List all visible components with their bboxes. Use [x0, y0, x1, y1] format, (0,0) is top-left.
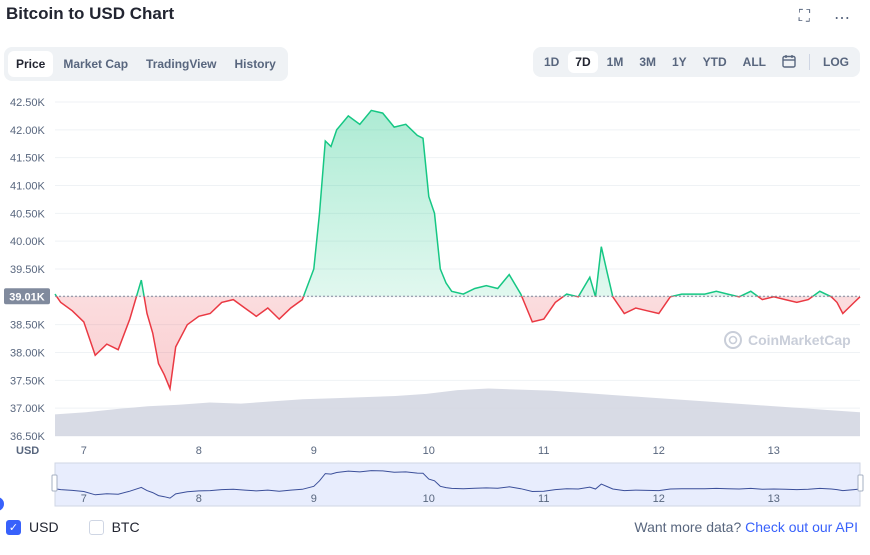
legend-btc-label: BTC — [111, 519, 140, 535]
grid-lines — [55, 101, 860, 437]
y-tick-label: 40.50K — [10, 208, 46, 220]
y-tick-label: 38.00K — [10, 348, 46, 360]
currency-label: USD — [16, 445, 39, 457]
navigator-tick-label: 8 — [196, 493, 202, 505]
log-toggle[interactable]: LOG — [823, 55, 849, 69]
range-1y[interactable]: 1Y — [671, 55, 687, 69]
navigator-tick-label: 10 — [423, 493, 435, 505]
navigator-tick-label: 12 — [653, 493, 665, 505]
range-7d[interactable]: 7D — [568, 51, 598, 73]
y-tick-label: 37.00K — [10, 403, 46, 415]
price-line — [54, 109, 861, 392]
x-axis-ticks: 7 8 9 10 11 12 13 — [81, 445, 780, 457]
navigator-tick-label: 7 — [81, 493, 87, 505]
range-1m[interactable]: 1M — [606, 55, 624, 69]
tab-history[interactable]: History — [234, 57, 276, 71]
calendar-icon[interactable] — [775, 50, 803, 75]
api-link[interactable]: Check out our API — [745, 519, 858, 535]
x-tick-label: 11 — [538, 445, 549, 457]
y-tick-label: 40.00K — [10, 236, 46, 248]
navigator-tick-label: 11 — [538, 493, 549, 505]
navigator-handle[interactable] — [0, 497, 4, 511]
x-tick-label: 7 — [81, 445, 87, 457]
baseline: 39.01K — [4, 288, 860, 305]
range-divider — [809, 54, 810, 70]
y-tick-label: 38.50K — [10, 320, 46, 332]
price-chart[interactable]: 36.50K37.00K37.50K38.00K38.50K39.00K39.5… — [0, 90, 870, 515]
y-tick-label: 36.50K — [10, 431, 46, 443]
navigator-handle-right — [857, 474, 864, 492]
line-up-segment — [54, 109, 860, 297]
y-tick-label: 41.00K — [10, 181, 46, 193]
tab-price[interactable]: Price — [8, 51, 54, 77]
more-data: Want more data? Check out our API — [634, 519, 858, 535]
navigator[interactable]: 7 8 9 10 11 12 13 — [51, 462, 864, 507]
x-tick-label: 10 — [423, 445, 435, 457]
navigator-handle-left — [51, 474, 58, 492]
y-tick-label: 39.50K — [10, 264, 46, 276]
x-tick-label: 9 — [311, 445, 317, 457]
x-tick-label: 12 — [653, 445, 665, 457]
range-selector: 1D 7D 1M 3M 1Y YTD ALL LOG — [532, 47, 860, 77]
watermark-text: CoinMarketCap — [748, 332, 851, 348]
line-down-segment — [55, 296, 861, 392]
navigator-tick-label: 13 — [768, 493, 780, 505]
header-actions: ⛶ ⋯ — [799, 8, 850, 28]
chart-tabs: Price Market Cap TradingView History — [4, 47, 288, 81]
navigator-bg — [54, 462, 861, 507]
usd-checkbox[interactable]: ✓ — [6, 519, 21, 535]
range-3m[interactable]: 3M — [639, 55, 656, 69]
navigator-tick-label: 9 — [311, 493, 317, 505]
more-options-icon[interactable]: ⋯ — [834, 10, 850, 27]
baseline-label: 39.01K — [9, 291, 45, 303]
range-all[interactable]: ALL — [742, 55, 766, 69]
y-tick-label: 42.00K — [10, 125, 46, 137]
x-tick-label: 8 — [196, 445, 202, 457]
range-ytd[interactable]: YTD — [702, 55, 727, 69]
baseline-tag — [4, 288, 50, 305]
navigator-line — [54, 470, 861, 499]
fullscreen-icon[interactable]: ⛶ — [798, 8, 810, 25]
legend-usd-label: USD — [29, 519, 59, 535]
y-tick-label: 37.50K — [10, 375, 46, 387]
watermark: CoinMarketCap — [724, 331, 851, 349]
volume-shape — [55, 388, 860, 436]
y-tick-label: 41.50K — [10, 153, 46, 165]
y-tick-label: 42.50K — [10, 97, 46, 109]
more-data-text: Want more data? — [634, 519, 742, 535]
tab-market-cap[interactable]: Market Cap — [63, 57, 129, 71]
btc-checkbox[interactable] — [88, 519, 104, 535]
range-1d[interactable]: 1D — [543, 55, 560, 69]
legend: ✓ USD BTC — [6, 519, 162, 535]
page-title: Bitcoin to USD Chart — [6, 4, 175, 23]
volume-area — [55, 388, 860, 436]
tab-tradingview[interactable]: TradingView — [146, 57, 217, 71]
y-axis-ticks: 36.50K37.00K37.50K38.00K38.50K39.00K39.5… — [10, 97, 46, 443]
x-tick-label: 13 — [768, 445, 780, 457]
